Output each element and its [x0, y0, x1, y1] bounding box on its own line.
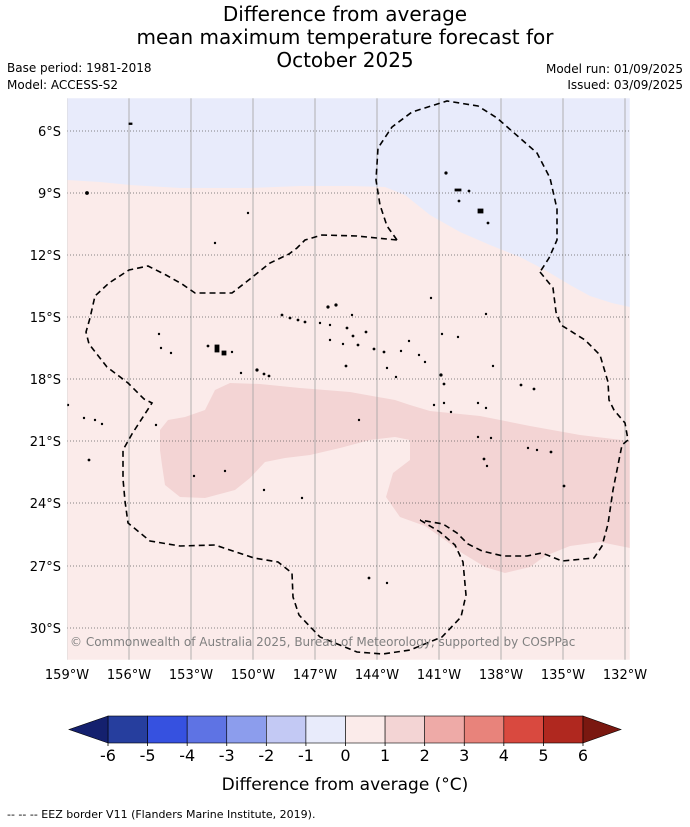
colorbar: -6 -5 -4 -3 -2 -1 0 1 2 3 4 5 6	[68, 715, 622, 765]
colorbar-tick-label: 5	[538, 746, 548, 765]
colorbar-tick-label: -5	[140, 746, 156, 765]
lon-label: 132°W	[603, 668, 647, 683]
colorbar-bin	[543, 715, 584, 744]
colorbar-bin	[384, 715, 425, 744]
colorbar-tick-label: -3	[219, 746, 235, 765]
colorbar-bin	[147, 715, 188, 744]
base-period: Base period: 1981-2018	[7, 61, 152, 75]
lon-label: 138°W	[479, 668, 523, 683]
colorbar-bin	[107, 715, 148, 744]
lat-label: 18°S	[30, 373, 61, 388]
map-area	[67, 98, 630, 660]
colorbar-bin	[186, 715, 228, 744]
latitude-labels: 6°S 9°S 12°S 15°S 18°S 21°S 24°S 27°S 30…	[30, 125, 61, 637]
colorbar-over-arrow	[582, 715, 622, 744]
colorbar-tick-label: 1	[380, 746, 390, 765]
model-name: Model: ACCESS-S2	[7, 78, 119, 92]
lat-label: 9°S	[38, 187, 61, 202]
colorbar-tick-label: 2	[420, 746, 430, 765]
colorbar-tick-label: 4	[499, 746, 509, 765]
title-line-1: Difference from average	[222, 2, 468, 26]
colorbar-tick-label: -1	[298, 746, 314, 765]
lat-label: 12°S	[30, 249, 61, 264]
colorbar-under-arrow	[68, 715, 109, 744]
colorbar-tick-label: -4	[179, 746, 195, 765]
title-line-3: October 2025	[276, 48, 414, 72]
map-frame	[66, 97, 631, 661]
lon-label: 135°W	[541, 668, 585, 683]
colorbar-tick-label: 3	[459, 746, 469, 765]
colorbar-bin	[345, 715, 386, 744]
colorbar-title: Difference from average (°C)	[222, 775, 469, 795]
anomaly-minus1-to-0-region	[67, 98, 630, 307]
lon-label: 156°W	[107, 668, 151, 683]
lon-label: 153°W	[169, 668, 213, 683]
colorbar-tick-label: -6	[100, 746, 116, 765]
lat-label: 27°S	[30, 560, 61, 575]
lat-label: 21°S	[30, 435, 61, 450]
lat-label: 15°S	[30, 311, 61, 326]
issued-date: Issued: 03/09/2025	[567, 78, 683, 92]
lat-label: 6°S	[38, 125, 61, 140]
colorbar-bin	[503, 715, 544, 744]
model-run-date: Model run: 01/09/2025	[545, 62, 683, 76]
colorbar-bin	[463, 715, 505, 744]
colorbar-tick-label: 6	[578, 746, 588, 765]
latitude-gridlines	[67, 130, 630, 629]
map-figure: © Commonwealth of Australia 2025, Bureau…	[30, 97, 647, 795]
lat-label: 30°S	[30, 622, 61, 637]
eez-border-north	[375, 100, 558, 273]
lat-label: 24°S	[30, 497, 61, 512]
colorbar-bin	[266, 715, 307, 744]
lon-label: 159°W	[45, 668, 89, 683]
title-line-2: mean maximum temperature forecast for	[136, 25, 554, 49]
colorbar-tick-label: 0	[340, 746, 350, 765]
colorbar-bin	[424, 715, 465, 744]
eez-border-south	[85, 234, 629, 655]
lon-label: 141°W	[417, 668, 461, 683]
colorbar-bin	[305, 715, 346, 744]
islands	[67, 122, 566, 585]
longitude-labels: 159°W 156°W 153°W 150°W 147°W 144°W 141°…	[45, 668, 647, 683]
colorbar-bin	[226, 715, 267, 744]
copyright-notice: © Commonwealth of Australia 2025, Bureau…	[70, 635, 575, 649]
anomaly-1-to-2-region	[160, 383, 630, 573]
eez-legend-note: -- -- -- EEZ border V11 (Flanders Marine…	[7, 808, 316, 821]
lon-label: 150°W	[231, 668, 275, 683]
colorbar-tick-label: -2	[258, 746, 274, 765]
lon-label: 147°W	[293, 668, 337, 683]
lon-label: 144°W	[355, 668, 399, 683]
